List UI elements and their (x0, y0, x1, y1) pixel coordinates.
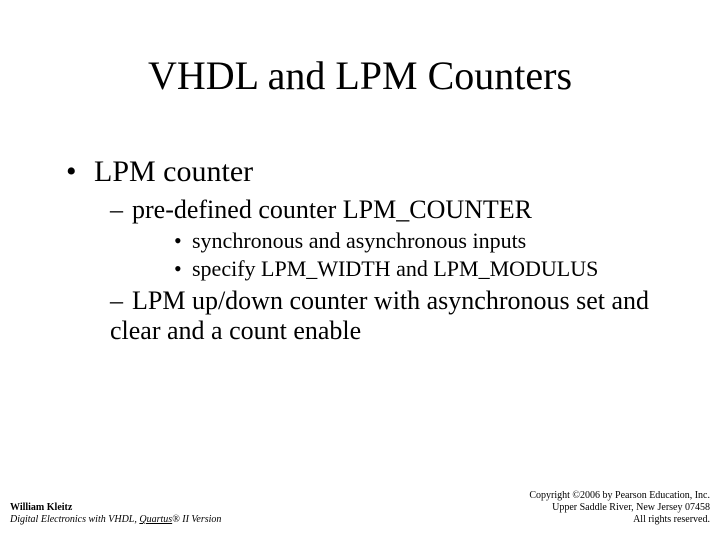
bullet-text: synchronous and asynchronous inputs (192, 228, 526, 253)
slide-title: VHDL and LPM Counters (0, 52, 720, 99)
bullet-level1: •LPM counter (66, 155, 666, 189)
footer-copyright-line: Upper Saddle River, New Jersey 07458 (529, 502, 710, 514)
footer-book-reg: ® (172, 514, 180, 525)
dash-icon: – (110, 195, 132, 226)
footer-right: Copyright ©2006 by Pearson Education, In… (529, 490, 710, 526)
bullet-dot-icon: • (174, 228, 192, 254)
bullet-level3: •specify LPM_WIDTH and LPM_MODULUS (174, 256, 666, 282)
bullet-text: LPM counter (94, 155, 253, 188)
footer-book-quartus: Quartus (139, 514, 172, 525)
bullet-dot-icon: • (66, 155, 94, 189)
footer-book-prefix: Digital Electronics with VHDL, (10, 514, 139, 525)
footer-book: Digital Electronics with VHDL, Quartus® … (10, 514, 221, 526)
slide-body: •LPM counter –pre-defined counter LPM_CO… (66, 155, 666, 349)
bullet-level2: –LPM up/down counter with asynchronous s… (110, 286, 666, 347)
slide: VHDL and LPM Counters •LPM counter –pre-… (0, 0, 720, 540)
bullet-text: pre-defined counter LPM_COUNTER (132, 195, 532, 224)
bullet-level2: –pre-defined counter LPM_COUNTER (110, 195, 666, 226)
footer-left: William Kleitz Digital Electronics with … (10, 502, 221, 526)
footer-copyright-line: Copyright ©2006 by Pearson Education, In… (529, 490, 710, 502)
footer-book-suffix: II Version (180, 514, 222, 525)
footer-author: William Kleitz (10, 502, 221, 514)
footer-copyright-line: All rights reserved. (529, 514, 710, 526)
bullet-text: LPM up/down counter with asynchronous se… (110, 286, 649, 346)
bullet-dot-icon: • (174, 256, 192, 282)
dash-icon: – (110, 286, 132, 317)
bullet-text: specify LPM_WIDTH and LPM_MODULUS (192, 256, 598, 281)
bullet-level3: •synchronous and asynchronous inputs (174, 228, 666, 254)
